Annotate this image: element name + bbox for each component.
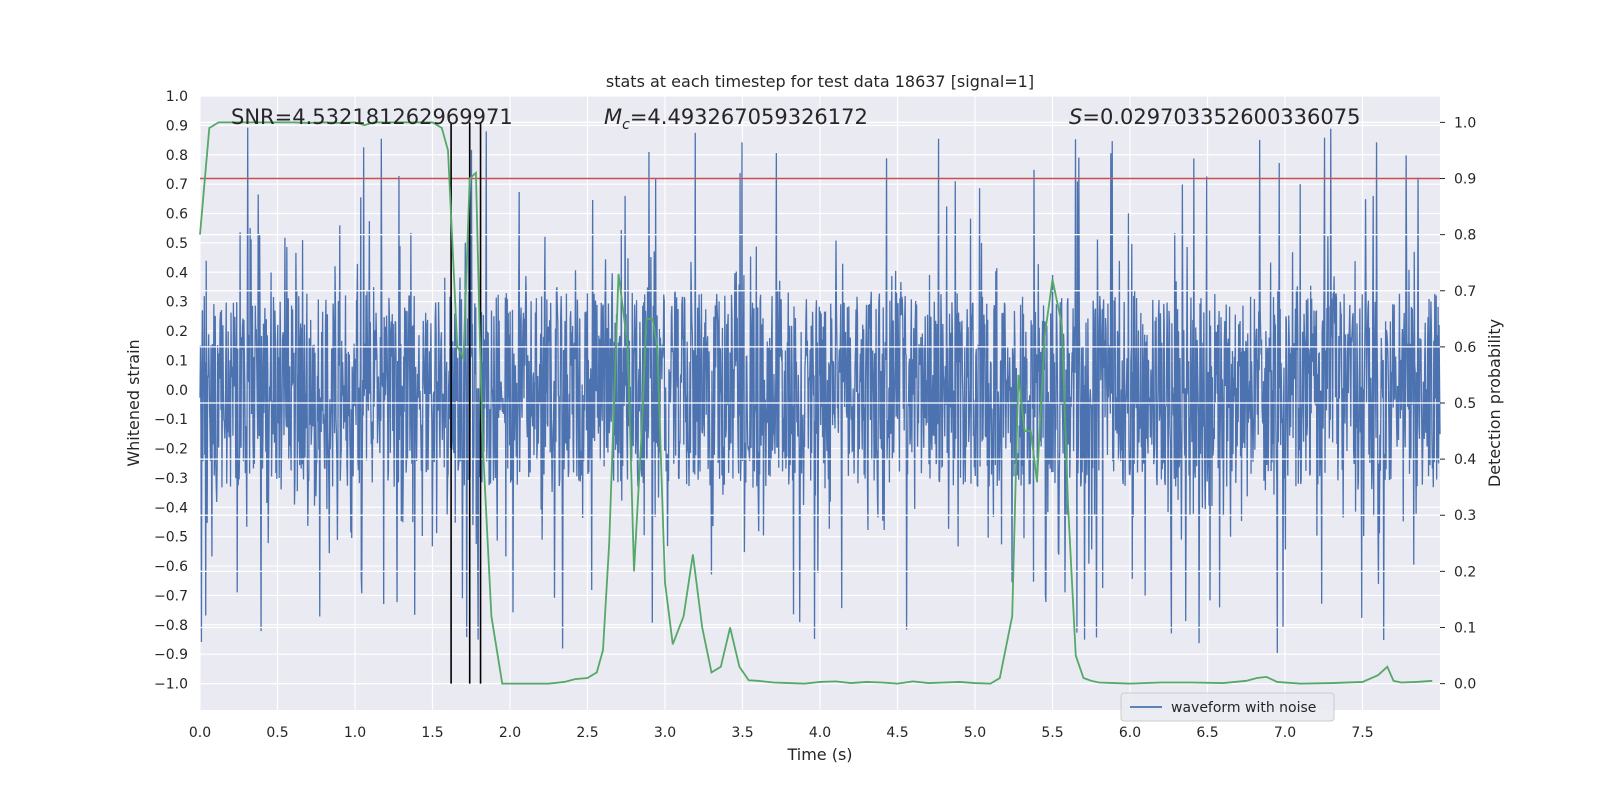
y2-tick-label: 0.9 (1454, 172, 1476, 188)
y-tick-label: −0.6 (154, 559, 188, 575)
y-tick-label: 0.7 (166, 177, 188, 193)
legend-box (1120, 692, 1335, 722)
y-tick-label: −0.3 (154, 471, 188, 487)
y-tick-label: 0.4 (166, 265, 188, 281)
y-tick-label: 0.0 (166, 383, 188, 399)
mc-symbol: M (604, 105, 622, 129)
x-tick-label: 2.0 (499, 725, 521, 741)
y2-axis-label: Detection probability (1485, 319, 1504, 487)
y-tick-label: −0.9 (154, 647, 188, 663)
chirp-mass-annotation: Mc=4.493267059326172 (604, 105, 868, 133)
y-tick-label: −0.1 (154, 412, 188, 428)
snr-annotation: SNR=4.532181262969971 (231, 105, 513, 129)
y-tick-label: 1.0 (166, 89, 188, 105)
y2-tick-label: 0.4 (1454, 452, 1476, 468)
y-axis-ticks: 1.0 0.9 0.8 0.7 0.6 0.5 0.4 0.3 0.2 0.1 0.0 −0.1 −0.… (154, 89, 188, 693)
probability-line (199, 121, 1433, 685)
y-tick-label: 0.2 (166, 324, 188, 340)
x-tick-label: 5.0 (964, 725, 986, 741)
x-tick-label: 7.0 (1274, 725, 1296, 741)
s-annotation: S=0.029703352600336075 (1069, 105, 1360, 129)
x-axis-ticks: 0.0 0.5 1.0 1.5 2.0 2.5 3.0 3.5 4.0 4.5 5.0 5.5 6.0 6… (189, 725, 1374, 741)
legend: waveform with noise (1120, 692, 1335, 722)
y-tick-label: −0.2 (154, 442, 188, 458)
x-tick-label: 4.5 (886, 725, 908, 741)
y2-tick-label: 0.2 (1454, 564, 1476, 580)
y-axis-label: Whitened strain (124, 339, 143, 466)
y2-tick-label: 1.0 (1454, 115, 1476, 131)
y-tick-label: −0.8 (154, 618, 188, 634)
x-axis-label: Time (s) (786, 745, 852, 764)
mc-subscript: c (622, 117, 630, 133)
y2-tick-label: 0.7 (1454, 284, 1476, 300)
y-tick-label: −0.5 (154, 530, 188, 546)
y-tick-label: −1.0 (154, 677, 188, 693)
chart-title: stats at each timestep for test data 186… (606, 72, 1034, 91)
s-value: =0.029703352600336075 (1082, 105, 1360, 129)
y-tick-label: 0.9 (166, 118, 188, 134)
x-tick-label: 3.5 (731, 725, 753, 741)
x-tick-label: 2.5 (576, 725, 598, 741)
y2-tick-label: 0.6 (1454, 340, 1476, 356)
y-tick-label: −0.7 (154, 588, 188, 604)
y2-tick-label: 0.8 (1454, 228, 1476, 244)
x-tick-label: 7.5 (1351, 725, 1373, 741)
y2-axis-ticks: 1.0 0.9 0.8 0.7 0.6 0.5 0.4 0.3 0.2 0.1 0.0 (1440, 115, 1476, 693)
x-tick-label: 1.0 (344, 725, 366, 741)
y2-tick-label: 0.0 (1454, 677, 1476, 693)
y2-tick-label: 0.5 (1454, 396, 1476, 412)
y-tick-label: 0.3 (166, 295, 188, 311)
x-tick-label: 6.5 (1196, 725, 1218, 741)
x-tick-label: 1.5 (421, 725, 443, 741)
legend-label: waveform with noise (1171, 700, 1316, 716)
x-tick-label: 3.0 (654, 725, 676, 741)
mc-value: =4.493267059326172 (630, 105, 868, 129)
y-tick-label: 0.6 (166, 207, 188, 223)
y2-tick-label: 0.1 (1454, 620, 1476, 636)
y-tick-label: 0.5 (166, 236, 188, 252)
x-tick-label: 0.5 (266, 725, 288, 741)
x-tick-label: 4.0 (809, 725, 831, 741)
y-tick-label: −0.4 (154, 500, 188, 516)
y2-tick-label: 0.3 (1454, 508, 1476, 524)
x-tick-label: 0.0 (189, 725, 211, 741)
waveform-line (199, 127, 1441, 653)
x-tick-label: 5.5 (1041, 725, 1063, 741)
y-tick-label: 0.8 (166, 148, 188, 164)
x-tick-label: 6.0 (1119, 725, 1141, 741)
s-symbol: S (1069, 105, 1082, 129)
y-tick-label: 0.1 (166, 353, 188, 369)
